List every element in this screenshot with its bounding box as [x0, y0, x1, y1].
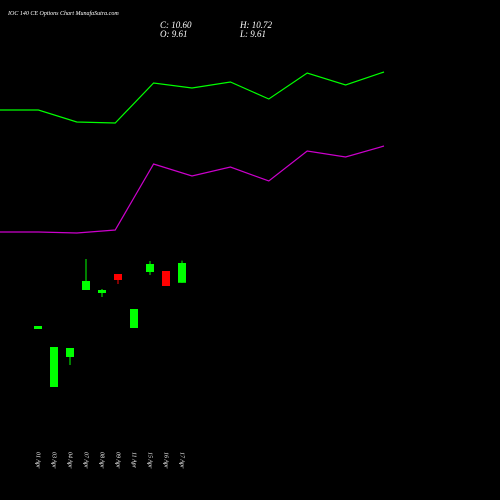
x-tick-label: 09 Apr: [115, 452, 121, 469]
high-label: H: 10.72: [239, 20, 272, 30]
close-label: C: 10.60: [160, 20, 192, 30]
x-tick-label: 01 Apr: [35, 452, 41, 469]
x-tick-label: 11 Apr: [131, 452, 137, 469]
candle-body: [66, 348, 74, 357]
candle-body: [130, 309, 138, 328]
candle-body: [98, 290, 106, 293]
candle-body: [162, 271, 170, 286]
x-tick-label: 17 Apr: [179, 452, 185, 469]
candle-body: [146, 264, 154, 272]
candle-body: [114, 274, 122, 280]
x-tick-label: 03 Apr: [51, 452, 57, 469]
candle-body: [50, 347, 58, 387]
indicator-line: [0, 145, 385, 234]
x-tick-label: 08 Apr: [99, 452, 105, 469]
x-tick-label: 04 Apr: [67, 452, 74, 469]
x-tick-label: 15 Apr: [147, 452, 153, 469]
candle-body: [82, 281, 90, 290]
low-label: L: 9.61: [239, 29, 266, 39]
indicator-line: [0, 71, 385, 124]
open-label: O: 9.61: [160, 29, 188, 39]
candle-body: [34, 326, 42, 329]
x-tick-label: 07 Apr: [83, 452, 89, 469]
chart-title: IOC 140 CE Options Chart MunafaSutra.com: [7, 10, 119, 17]
candle-body: [178, 263, 186, 283]
x-tick-label: 16 Apr: [163, 452, 169, 469]
